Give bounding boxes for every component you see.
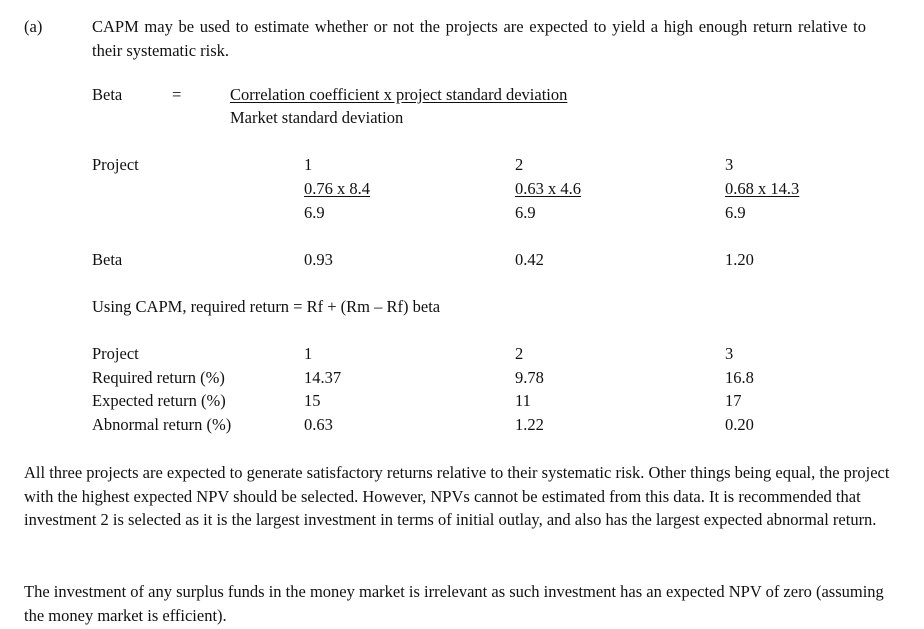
beta-calc-project-3: 3	[725, 155, 734, 174]
beta-calc-denominator-3: 6.9	[725, 203, 746, 222]
beta-calc-numerator-2: 0.63 x 4.6	[515, 179, 581, 198]
beta-formula-label: Beta	[92, 85, 123, 104]
beta-result-2: 0.42	[515, 250, 544, 269]
surplus-funds-paragraph: The investment of any surplus funds in t…	[24, 582, 884, 625]
returns-cell: 1.22	[515, 415, 544, 434]
returns-cell: 9.78	[515, 368, 544, 387]
beta-calc-numerator-1: 0.76 x 8.4	[304, 179, 370, 198]
intro-text: CAPM may be used to estimate whether or …	[92, 17, 866, 60]
returns-row-label-abnormal: Abnormal return (%)	[92, 415, 232, 434]
capm-formula: Using CAPM, required return = Rf + (Rm –…	[92, 297, 441, 316]
beta-calc-project-1: 1	[304, 155, 313, 174]
returns-cell: 16.8	[725, 368, 754, 387]
returns-cell: 0.63	[304, 415, 333, 434]
beta-formula-equals: =	[172, 85, 182, 104]
beta-formula-numerator: Correlation coefficient x project standa…	[230, 85, 568, 104]
beta-result-3: 1.20	[725, 250, 754, 269]
returns-cell: 17	[725, 391, 742, 410]
beta-result-label: Beta	[92, 250, 123, 269]
beta-calc-numerator-3: 0.68 x 14.3	[725, 179, 800, 198]
beta-calc-denominator-1: 6.9	[304, 203, 325, 222]
returns-cell: 11	[515, 391, 531, 410]
beta-calc-denominator-2: 6.9	[515, 203, 536, 222]
returns-cell: 14.37	[304, 368, 342, 387]
beta-calc-project-2: 2	[515, 155, 524, 174]
returns-row-label-project: Project	[92, 344, 139, 363]
returns-cell: 3	[725, 344, 734, 363]
conclusion-paragraph: All three projects are expected to gener…	[24, 463, 890, 529]
section-label: (a)	[24, 17, 43, 36]
returns-cell: 1	[304, 344, 313, 363]
returns-cell: 2	[515, 344, 524, 363]
returns-cell: 15	[304, 391, 321, 410]
beta-result-1: 0.93	[304, 250, 333, 269]
beta-formula-denominator: Market standard deviation	[230, 108, 404, 127]
returns-cell: 0.20	[725, 415, 754, 434]
returns-row-label-expected: Expected return (%)	[92, 391, 226, 410]
returns-row-label-required: Required return (%)	[92, 368, 225, 387]
beta-calc-label: Project	[92, 155, 139, 174]
